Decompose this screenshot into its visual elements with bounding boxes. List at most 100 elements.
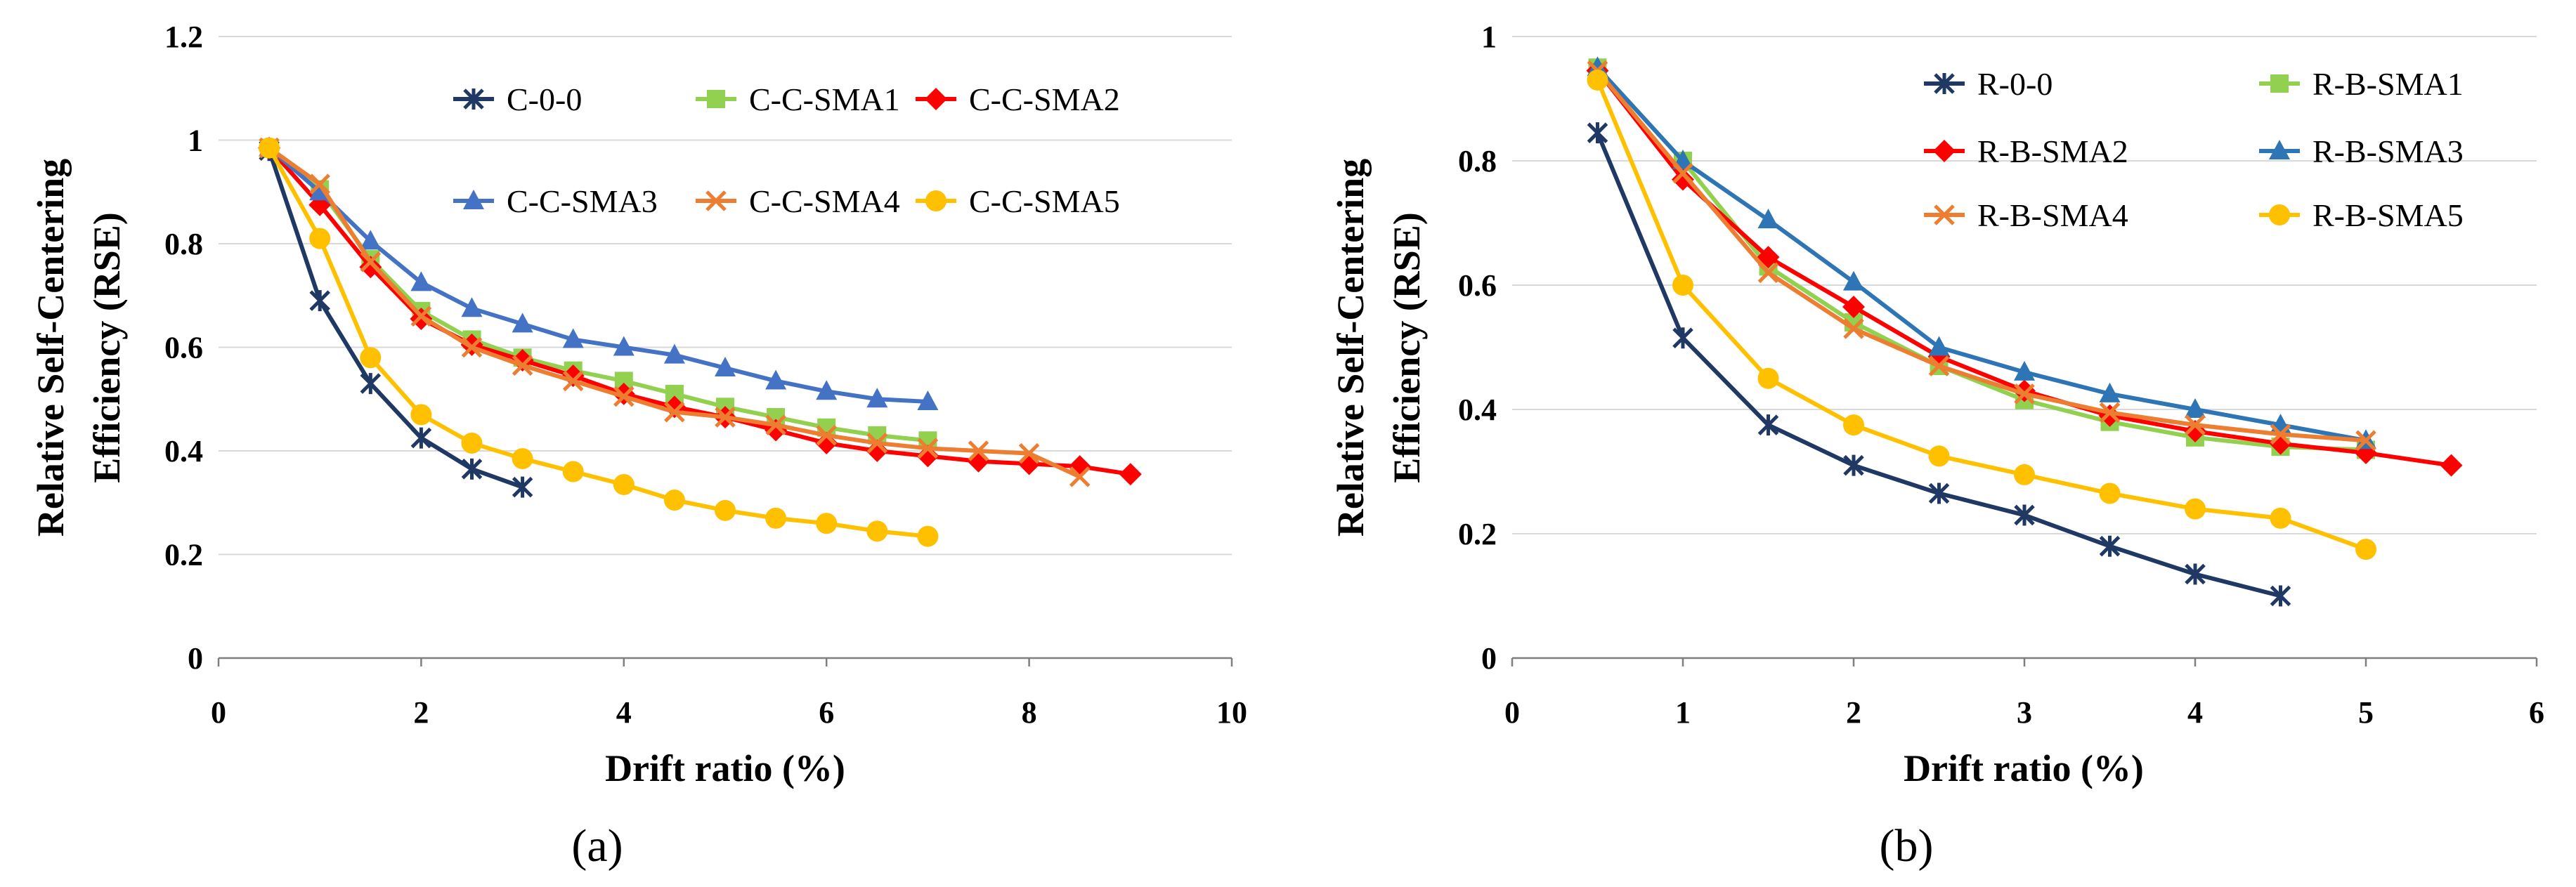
data-point xyxy=(765,507,787,529)
legend-label: R-B-SMA1 xyxy=(2312,66,2464,102)
data-point xyxy=(2185,498,2206,520)
data-point xyxy=(410,271,432,291)
legend-item: C-C-SMA2 xyxy=(916,81,1120,117)
x-tick-label: 8 xyxy=(1022,695,1037,730)
data-point xyxy=(1843,318,1864,339)
data-point xyxy=(1587,69,1608,91)
data-point xyxy=(1587,122,1608,144)
series-C-C-SMA4 xyxy=(259,137,1091,487)
data-point xyxy=(360,373,382,395)
x-tick-label: 1 xyxy=(1675,695,1691,730)
data-point xyxy=(1119,463,1142,486)
data-point xyxy=(1928,355,1950,376)
legend-item: C-C-SMA1 xyxy=(696,81,900,117)
legend-item: C-C-SMA5 xyxy=(916,183,1120,219)
y-tick-label: 0 xyxy=(1481,641,1497,676)
data-point xyxy=(512,313,533,333)
legend-swatch-marker xyxy=(1934,204,1955,225)
data-point xyxy=(2099,402,2121,423)
data-point xyxy=(2014,360,2035,381)
data-point xyxy=(2014,383,2035,405)
data-point xyxy=(866,520,888,542)
data-point xyxy=(663,343,685,364)
data-point xyxy=(360,230,382,250)
panel-label: (b) xyxy=(1880,820,1934,872)
legend-swatch-marker xyxy=(2270,74,2289,93)
panel-label: (a) xyxy=(571,820,623,872)
data-point xyxy=(562,370,584,392)
data-point xyxy=(359,256,382,279)
x-tick-label: 2 xyxy=(1846,695,1861,730)
data-point xyxy=(715,407,736,428)
data-point xyxy=(2270,585,2291,607)
data-point xyxy=(816,380,838,400)
series-line xyxy=(1596,69,2367,443)
legend-label: C-C-SMA2 xyxy=(969,81,1120,117)
legend-swatch-marker xyxy=(705,190,727,211)
legend-label: C-C-SMA1 xyxy=(749,81,900,117)
legend-swatch-marker xyxy=(925,190,947,211)
x-axis-label: Drift ratio (%) xyxy=(605,747,845,789)
legend-label: R-B-SMA4 xyxy=(1977,197,2128,233)
data-point xyxy=(715,357,736,376)
data-point xyxy=(309,228,331,249)
data-point xyxy=(1757,209,1779,229)
y-axis-label-line2: Efficiency (RSE) xyxy=(1386,212,1428,482)
y-tick-label: 1 xyxy=(1481,20,1497,54)
series-line xyxy=(1595,79,2367,551)
x-tick-label: 10 xyxy=(1216,695,1247,730)
data-point xyxy=(1757,246,1780,269)
x-tick-label: 5 xyxy=(2358,695,2374,730)
data-point xyxy=(866,433,888,454)
data-point xyxy=(2270,507,2291,529)
y-tick-label: 0.8 xyxy=(164,227,203,261)
x-tick-label: 0 xyxy=(211,695,226,730)
y-axis-label-line1: Relative Self-Centering xyxy=(30,159,72,537)
legend-label: R-B-SMA3 xyxy=(2312,133,2464,169)
legend: C-0-0 C-C-SMA1 C-C-SMA2 C-C-SMA3 C-C-SMA4 C-C… xyxy=(453,81,1120,219)
data-point xyxy=(613,473,635,495)
data-point xyxy=(461,297,483,317)
legend-swatch-marker xyxy=(463,190,484,209)
legend: R-0-0 R-B-SMA1 R-B-SMA2 R-B-SMA3 R-B-SMA4 R-B… xyxy=(1924,66,2464,233)
data-point xyxy=(2099,535,2121,557)
data-point xyxy=(816,425,837,446)
legend-item: R-B-SMA2 xyxy=(1924,133,2128,169)
data-point xyxy=(663,490,685,511)
data-point xyxy=(2099,482,2121,504)
data-point xyxy=(562,461,584,482)
series-C-C-SMA5 xyxy=(259,137,939,547)
data-point xyxy=(512,448,533,470)
data-point xyxy=(765,369,787,390)
legend-label: C-C-SMA4 xyxy=(749,183,900,219)
legend-item: C-0-0 xyxy=(453,81,582,117)
legend-swatch-marker xyxy=(2269,204,2290,225)
y-tick-label: 0.2 xyxy=(164,538,203,572)
x-tick-label: 6 xyxy=(2529,695,2544,730)
data-point xyxy=(613,386,635,407)
data-point xyxy=(917,390,939,410)
data-point xyxy=(2014,504,2035,526)
series-R-0-0 xyxy=(1587,122,2291,607)
legend-item: R-B-SMA4 xyxy=(1924,197,2128,233)
legend-label: C-C-SMA3 xyxy=(507,183,658,219)
y-tick-label: 0.8 xyxy=(1458,144,1497,178)
data-point xyxy=(917,525,939,547)
legend-swatch-marker xyxy=(925,88,947,110)
data-point xyxy=(360,251,382,272)
data-point xyxy=(1672,168,1694,191)
data-point xyxy=(2355,430,2376,452)
y-tick-label: 0.2 xyxy=(1458,517,1497,551)
legend-swatch-marker xyxy=(1933,140,1956,162)
data-point xyxy=(461,458,483,480)
legend-item: C-C-SMA4 xyxy=(696,183,900,219)
data-point xyxy=(461,336,483,358)
chart-b: 0 0.2 0.4 0.6 0.8 1 0 1 2 3 4 5 6 R-0-0 R-B-SMA1 R-B-SM… xyxy=(1329,20,2544,872)
data-point xyxy=(1928,445,1950,467)
legend-swatch-marker xyxy=(1934,73,1955,94)
data-point xyxy=(1018,442,1040,464)
legend-item: R-B-SMA1 xyxy=(2259,66,2464,102)
y-tick-label: 0 xyxy=(188,641,203,676)
x-tick-label: 4 xyxy=(616,695,632,730)
